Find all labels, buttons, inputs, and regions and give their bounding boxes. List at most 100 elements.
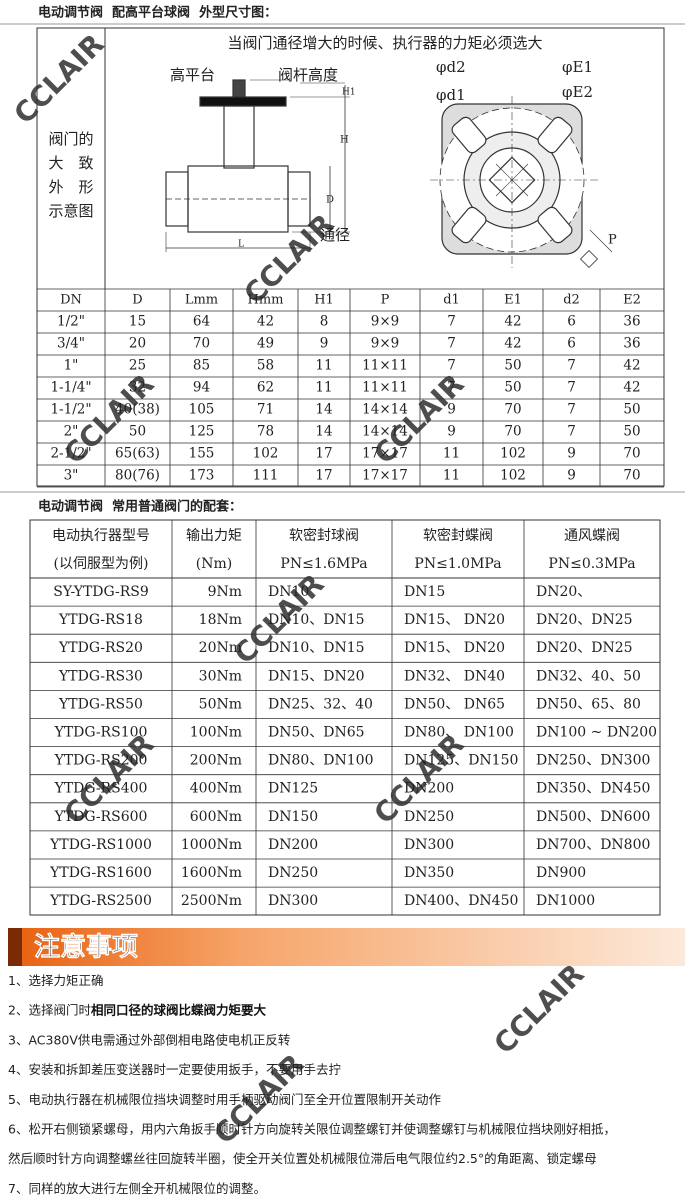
- table-cell: 200Nm: [190, 753, 242, 769]
- table-cell: DN200: [404, 781, 454, 797]
- table-cell: 600Nm: [190, 809, 242, 825]
- table-cell: 11: [315, 358, 332, 374]
- table-cell: 49: [257, 336, 274, 352]
- section-title: 电动调节阀 配高平台球阀 外型尺寸图：: [38, 5, 277, 21]
- table-cell: DN20、: [536, 584, 591, 600]
- note-text: 然后顺时针方向调整螺丝往回旋转半圈，使全开关位置处机械限位滞后电气限位约2.5°…: [8, 1151, 597, 1166]
- notes-banner: [8, 928, 685, 966]
- table-cell: DN1000: [536, 893, 595, 909]
- diagram-label: 阀杆高度: [278, 66, 338, 84]
- note-text: 2、选择阀门时: [8, 1002, 91, 1017]
- diagram-label: H: [340, 135, 349, 146]
- watermark: CCLAIR: [7, 27, 110, 130]
- column-header: 软密封球阀: [289, 527, 359, 544]
- note-bold: 相同口径的球阀比蝶阀力矩要大: [91, 1002, 267, 1017]
- diagram-label: φE2: [562, 83, 593, 101]
- table-cell: 42: [504, 314, 521, 330]
- table-cell: 1-1/4": [50, 380, 91, 396]
- column-header: E1: [504, 293, 522, 308]
- table-cell: YTDG-RS600: [54, 809, 148, 825]
- diagram-label: φd2: [436, 58, 466, 76]
- diagram-caption: 当阀门通径增大的时候、执行器的力矩必须选大: [227, 34, 542, 52]
- table-cell: 50Nm: [199, 696, 242, 712]
- table-cell: DN125、DN150: [404, 753, 518, 769]
- table-cell: 7: [447, 358, 456, 374]
- flange-drawing: [430, 96, 613, 269]
- table-cell: 70: [504, 424, 521, 440]
- table-cell: DN15、 DN20: [404, 612, 505, 628]
- table-cell: 7: [567, 358, 576, 374]
- table-cell: DN10、DN15: [268, 640, 365, 656]
- valve-drawing: [165, 79, 350, 252]
- table-cell: 2500Nm: [181, 893, 242, 909]
- table-cell: DN10: [268, 584, 309, 600]
- table-cell: 50: [504, 358, 521, 374]
- table-cell: DN32、40、50: [536, 668, 641, 684]
- column-header: H1: [314, 293, 334, 308]
- diagram-label: D: [326, 195, 334, 206]
- table-cell: 14: [315, 424, 332, 440]
- side-label: 阀门的: [48, 130, 93, 148]
- table-cell: 100Nm: [190, 725, 242, 741]
- table-cell: 15: [129, 314, 146, 330]
- column-header: D: [132, 293, 142, 308]
- table-cell: YTDG-RS1600: [49, 865, 152, 881]
- table-cell: 11×11: [362, 358, 408, 374]
- table-cell: DN250: [404, 809, 454, 825]
- table-cell: DN900: [536, 865, 586, 881]
- table-cell: 20: [129, 336, 146, 352]
- table-cell: 111: [253, 468, 279, 484]
- table-cell: 7: [447, 314, 456, 330]
- column-header: Hmm: [248, 293, 284, 308]
- table-cell: 1-1/2": [50, 402, 91, 418]
- table-cell: 70: [623, 468, 640, 484]
- table-cell: 14×14: [362, 402, 408, 418]
- table-cell: 30Nm: [199, 668, 242, 684]
- table-cell: DN32、 DN40: [404, 668, 505, 684]
- table-cell: DN250、DN300: [536, 753, 650, 769]
- table-cell: 14×14: [362, 424, 408, 440]
- notes-title: 注意事项: [34, 932, 138, 963]
- note-text: 7、同样的放大进行左侧全开机械限位的调整。: [8, 1180, 266, 1195]
- table-cell: DN200: [268, 837, 318, 853]
- section-title: 电动调节阀 常用普通阀门的配套：: [38, 499, 242, 515]
- table-cell: 8: [320, 314, 329, 330]
- side-label: 大 致: [48, 154, 93, 172]
- table-cell: 70: [623, 446, 640, 462]
- diagram-label: 高平台: [170, 66, 215, 84]
- table-cell: 78: [257, 424, 274, 440]
- table-cell: 64: [193, 314, 210, 330]
- column-header: Lmm: [185, 293, 218, 308]
- table-cell: 11: [315, 380, 332, 396]
- note-text: 1、选择力矩正确: [8, 973, 103, 988]
- table-cell: SY-YTDG-RS9: [53, 584, 149, 600]
- table-cell: 1600Nm: [181, 865, 242, 881]
- note: 然后顺时针方向调整螺丝往回旋转半圈，使全开关位置处机械限位滞后电气限位约2.5°…: [8, 1151, 597, 1166]
- note-text: 5、电动执行器在机械限位挡块调整时用手柄驱动阀门至全开位置限制开关动作: [8, 1091, 441, 1106]
- side-label: 外 形: [48, 178, 93, 196]
- table-cell: 2": [64, 424, 79, 440]
- note: 7、同样的放大进行左侧全开机械限位的调整。: [8, 1180, 266, 1195]
- table-cell: 42: [504, 336, 521, 352]
- table-cell: 42: [257, 314, 274, 330]
- table-cell: 17: [315, 468, 332, 484]
- table-cell: 50: [129, 424, 146, 440]
- column-header: PN≤1.0MPa: [414, 556, 501, 572]
- table-cell: DN350: [404, 865, 454, 881]
- table-cell: 36: [623, 314, 640, 330]
- table-cell: 3": [64, 468, 79, 484]
- table-cell: 9Nm: [208, 584, 242, 600]
- table-cell: 9: [320, 336, 329, 352]
- column-header: 电动执行器型号: [52, 528, 150, 544]
- table-cell: YTDG-RS18: [58, 612, 143, 628]
- table-cell: 102: [500, 446, 526, 462]
- table-cell: 173: [189, 468, 215, 484]
- table-cell: 6: [567, 314, 576, 330]
- table-frame: [29, 519, 661, 916]
- table-cell: DN80、DN100: [268, 753, 374, 769]
- diagram-label: H1: [342, 88, 356, 98]
- column-header: d2: [563, 293, 580, 308]
- table-cell: DN15、DN20: [268, 668, 365, 684]
- side-label: 示意图: [48, 202, 93, 220]
- table-cell: 42: [623, 380, 640, 396]
